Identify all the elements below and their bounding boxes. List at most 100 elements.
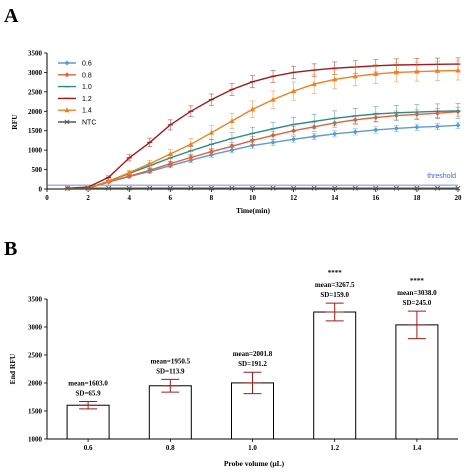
data-point bbox=[434, 68, 441, 73]
chart-a-y-tick-label: 3000 bbox=[28, 69, 43, 77]
legend-label: 1.2 bbox=[82, 96, 92, 103]
data-point bbox=[250, 137, 255, 143]
chart-a-y-tick-label: 2000 bbox=[28, 108, 43, 116]
panel-b-label: B bbox=[4, 238, 17, 260]
data-point bbox=[393, 185, 399, 191]
data-point bbox=[64, 60, 70, 66]
chart-a-x-tick-label: 14 bbox=[331, 194, 339, 202]
series-1.0 bbox=[65, 103, 461, 189]
data-point bbox=[291, 88, 297, 94]
data-point bbox=[64, 72, 70, 78]
data-point bbox=[455, 185, 461, 191]
data-point bbox=[64, 107, 70, 113]
data-point bbox=[147, 160, 153, 166]
series-line bbox=[67, 124, 459, 189]
series-0.8 bbox=[65, 106, 461, 191]
chart-a-xlabel: Time(min) bbox=[236, 206, 271, 215]
series-line bbox=[67, 69, 459, 189]
data-point bbox=[414, 124, 420, 130]
data-point bbox=[208, 129, 214, 135]
legend-label: NTC bbox=[82, 120, 96, 127]
data-point bbox=[167, 151, 173, 157]
data-point bbox=[311, 185, 317, 191]
data-point bbox=[352, 129, 358, 135]
data-point bbox=[311, 134, 317, 140]
significance-label: **** bbox=[410, 277, 425, 285]
mean-label: mean=1603.0 bbox=[68, 380, 108, 388]
chart-a-x-tick-label: 10 bbox=[249, 194, 257, 202]
data-point bbox=[393, 69, 399, 75]
chart-b-y-tick-label: 1000 bbox=[28, 436, 43, 444]
data-point bbox=[455, 67, 461, 73]
data-point bbox=[126, 169, 132, 175]
series-line bbox=[67, 63, 459, 189]
series-1.2 bbox=[65, 57, 461, 189]
chart-b-x-tick-label: 1.4 bbox=[413, 444, 422, 452]
chart-a-x-tick-label: 6 bbox=[169, 194, 173, 202]
data-point bbox=[434, 185, 440, 191]
chart-a-x-tick-label: 8 bbox=[210, 194, 214, 202]
data-point bbox=[373, 127, 379, 133]
data-point bbox=[373, 185, 379, 191]
legend-label: 0.6 bbox=[82, 61, 92, 68]
legend-label: 1.4 bbox=[82, 108, 92, 115]
data-point bbox=[208, 185, 214, 191]
chart-b-ylabel: End RFU bbox=[8, 353, 17, 384]
bar bbox=[395, 324, 439, 440]
panel-a-label: A bbox=[4, 5, 19, 27]
data-point bbox=[373, 71, 379, 76]
chart-a: 0 2 4 6 8 10 12 14 16 18 20 0 500 1000 1500 2000 2500 300… bbox=[28, 50, 462, 203]
data-point bbox=[188, 141, 194, 147]
series-0.6 bbox=[65, 121, 461, 191]
chart-b-y-tick-label: 3000 bbox=[28, 324, 43, 332]
series-line bbox=[67, 110, 459, 189]
chart-b-xlabel: Probe volume (μL) bbox=[224, 459, 285, 468]
bar bbox=[148, 385, 192, 440]
data-point bbox=[414, 68, 420, 74]
chart-a-x-tick-label: 4 bbox=[127, 194, 131, 202]
data-point bbox=[291, 185, 297, 191]
chart-a-y-tick-label: 3500 bbox=[28, 50, 43, 58]
chart-a-y-tick-label: 1000 bbox=[28, 147, 43, 155]
data-point bbox=[229, 143, 235, 149]
mean-label: mean=1950.5 bbox=[151, 357, 191, 365]
data-point bbox=[270, 185, 276, 191]
chart-a-x-tick-label: 20 bbox=[455, 194, 463, 202]
data-point bbox=[434, 123, 440, 129]
chart-a-x-tick-label: 18 bbox=[413, 194, 421, 202]
mean-label: mean=3038.0 bbox=[397, 289, 437, 297]
data-point bbox=[332, 76, 338, 82]
data-point bbox=[414, 185, 420, 191]
data-point bbox=[455, 122, 461, 128]
chart-a-y-tick-label: 2500 bbox=[28, 88, 43, 96]
data-point bbox=[64, 119, 70, 125]
data-point bbox=[270, 96, 276, 102]
chart-a-x-tick-label: 16 bbox=[372, 194, 380, 202]
data-point bbox=[147, 185, 153, 191]
data-point bbox=[106, 178, 112, 184]
sd-label: SD=113.9 bbox=[156, 367, 185, 375]
bar bbox=[66, 404, 110, 440]
data-point bbox=[229, 185, 235, 191]
sd-label: SD=191.2 bbox=[238, 360, 267, 368]
data-point bbox=[126, 185, 132, 191]
bar bbox=[313, 311, 357, 440]
data-point bbox=[291, 136, 297, 142]
chart-b-x-tick-label: 0.8 bbox=[166, 444, 175, 452]
data-point bbox=[167, 185, 173, 191]
data-point bbox=[332, 131, 338, 137]
chart-a-legend: 0.6 0.8 1.0 1.2 1.4 NTC bbox=[58, 60, 96, 127]
data-point bbox=[249, 106, 256, 112]
sd-label: SD=159.0 bbox=[320, 291, 349, 299]
chart-a-x-tick-label: 2 bbox=[86, 194, 90, 202]
sd-label: SD=245.0 bbox=[403, 299, 432, 307]
data-point bbox=[332, 185, 338, 191]
data-point bbox=[352, 73, 358, 79]
legend-label: 0.8 bbox=[82, 72, 92, 79]
series-line bbox=[67, 111, 459, 189]
chart-a-y-tick-label: 1500 bbox=[28, 127, 43, 135]
chart-a-y-tick-label: 500 bbox=[32, 166, 43, 174]
chart-b-x-tick-label: 1.2 bbox=[330, 444, 339, 452]
data-point bbox=[249, 185, 256, 191]
